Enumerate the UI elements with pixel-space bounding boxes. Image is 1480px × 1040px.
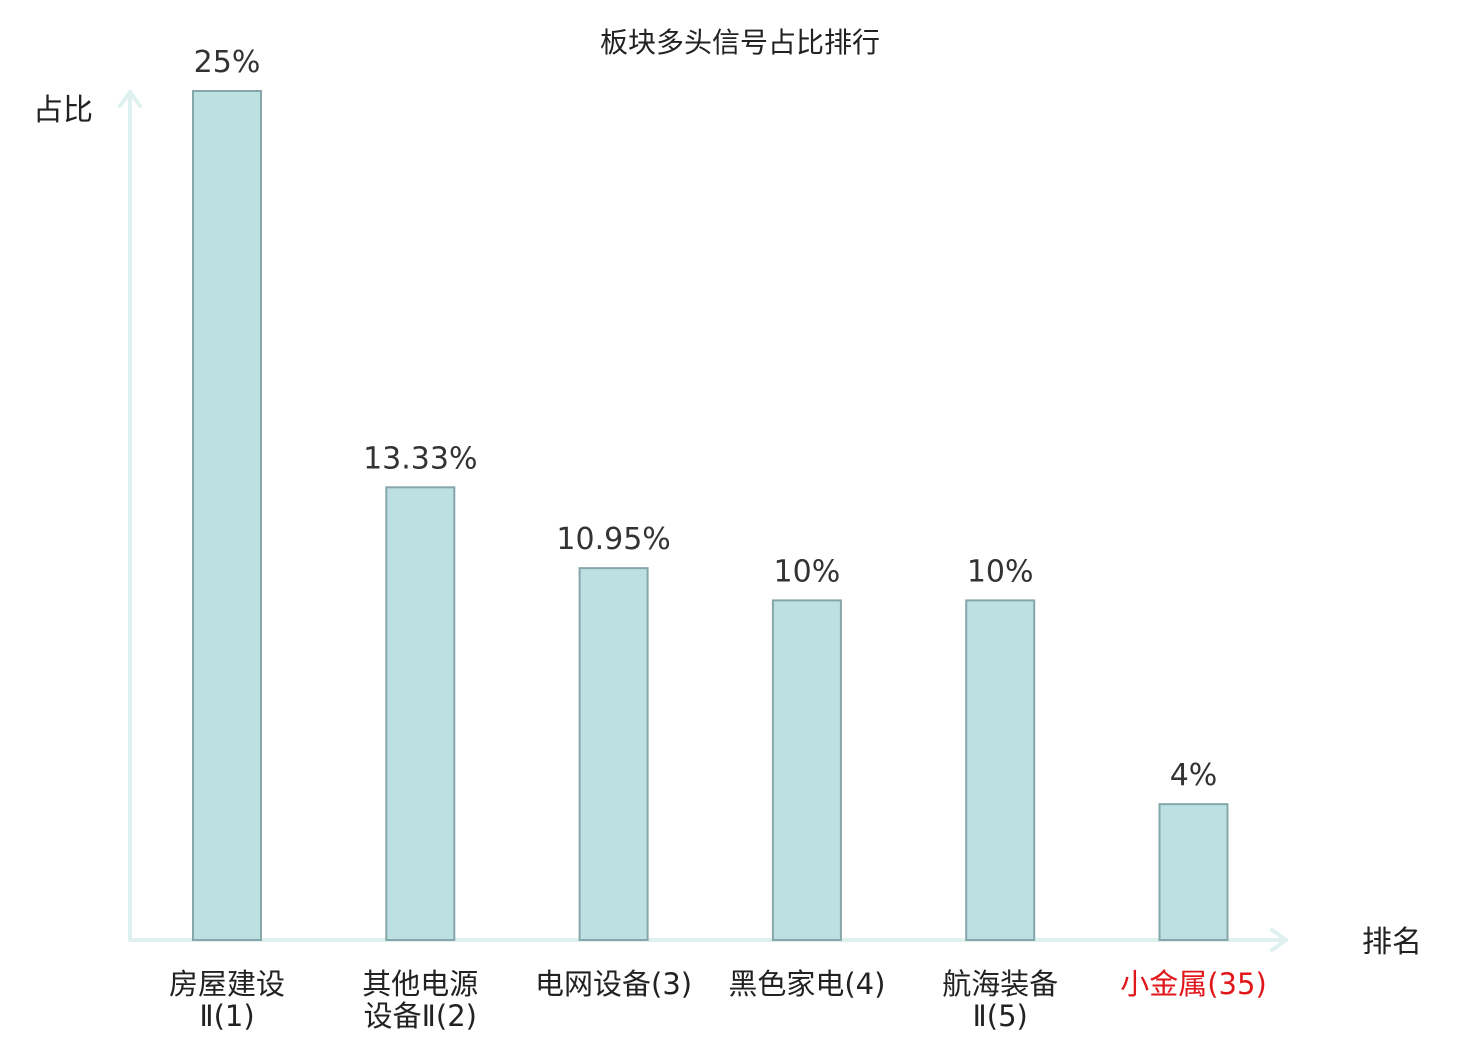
y-axis-arrow [118, 90, 142, 108]
bar-3 [578, 567, 649, 941]
category-label-2-line-1: 其他电源 [362, 967, 478, 1001]
category-label-5-line-2: Ⅱ(5) [973, 999, 1028, 1033]
value-label-4: 10% [774, 554, 841, 589]
category-label-2-line-2: 设备Ⅱ(2) [364, 999, 477, 1033]
value-label-6: 4% [1170, 758, 1218, 793]
category-label-1-line-1: 房屋建设 [169, 967, 285, 1001]
x-axis-arrow [1270, 928, 1288, 952]
bar-5 [965, 599, 1036, 942]
y-axis-label: 占比 [33, 93, 93, 128]
category-label-6-line-1: 小金属(35) [1120, 967, 1267, 1001]
value-label-3: 10.95% [556, 522, 670, 557]
x-axis-label: 排名 [1362, 925, 1422, 960]
category-label-4-line-1: 黑色家电(4) [728, 967, 885, 1001]
chart-title: 板块多头信号占比排行 [600, 26, 880, 59]
category-label-5-line-1: 航海装备 [942, 967, 1058, 1001]
category-label-3-line-1: 电网设备(3) [535, 967, 692, 1001]
category-label-1-line-2: Ⅱ(1) [199, 999, 254, 1033]
bars-group [192, 90, 1229, 942]
value-labels-group: 25% 13.33% 10.95% 10% 10% 4% [194, 45, 1218, 793]
bar-1 [192, 90, 262, 941]
value-label-5: 10% [967, 554, 1034, 589]
value-label-2: 13.33% [363, 441, 477, 476]
bar-4 [771, 599, 842, 942]
value-label-1: 25% [194, 45, 261, 80]
bar-6 [1158, 803, 1229, 941]
bar-2 [385, 486, 456, 941]
